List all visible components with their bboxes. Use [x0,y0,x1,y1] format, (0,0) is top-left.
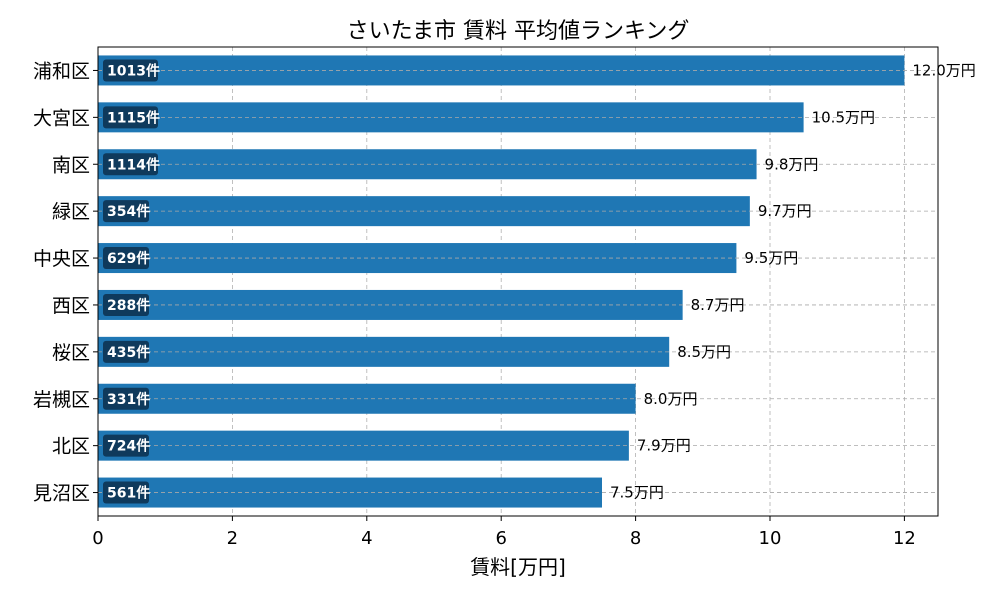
count-badge [103,293,149,316]
count-label: 724件 [107,438,150,455]
count-badge [103,247,149,270]
count-badge [103,434,149,457]
count-label: 1114件 [107,156,160,173]
x-tick-label: 12 [893,528,916,549]
count-label: 629件 [107,250,150,267]
bars: 12.0万円 1013件 10.5万円 1115件 9.8万円 1114件 9.7万円 354… [98,55,976,508]
x-tick-label: 10 [759,528,782,549]
value-label: 7.5万円 [610,484,664,502]
count-badge [103,340,149,363]
count-label: 354件 [107,203,150,220]
value-label: 9.5万円 [744,249,798,267]
category-label: 中央区 [33,248,90,270]
plot-frame [97,46,939,517]
x-tick-label: 0 [92,528,103,549]
count-badge [103,59,158,82]
value-label: 7.9万円 [637,437,691,455]
chart-title: さいたま市 賃料 平均値ランキング [347,19,690,44]
category-label: 岩槻区 [33,389,90,411]
count-badge [103,106,158,129]
value-label: 10.5万円 [812,108,875,126]
category-label: 北区 [52,436,90,458]
count-label: 435件 [107,344,150,361]
value-label: 9.7万円 [758,202,812,220]
x-axis-label: 賃料[万円] [470,555,566,579]
category-label: 大宮区 [33,107,90,129]
count-label: 561件 [107,485,150,502]
x-tick-label: 4 [361,528,372,549]
category-label: 見沼区 [33,483,90,505]
category-label: 南区 [52,154,90,176]
count-label: 1013件 [107,62,160,79]
count-label: 331件 [107,391,150,408]
x-tick-label: 2 [227,528,238,549]
value-label: 8.7万円 [691,296,745,314]
count-badge [103,153,158,176]
value-label: 8.5万円 [677,343,731,361]
x-tick-label: 6 [495,528,506,549]
category-label: 緑区 [52,201,90,223]
count-badge [103,387,149,410]
category-label: 西区 [52,295,90,317]
count-badge [103,200,149,223]
x-tick-label: 8 [630,528,641,549]
bar [98,289,683,320]
value-label: 8.0万円 [644,390,698,408]
value-label: 12.0万円 [912,61,975,79]
count-badge [103,481,149,504]
value-label: 9.8万円 [765,155,819,173]
category-label: 桜区 [52,342,90,364]
category-label: 浦和区 [33,60,90,82]
count-label: 1115件 [107,109,160,126]
count-label: 288件 [107,297,150,314]
